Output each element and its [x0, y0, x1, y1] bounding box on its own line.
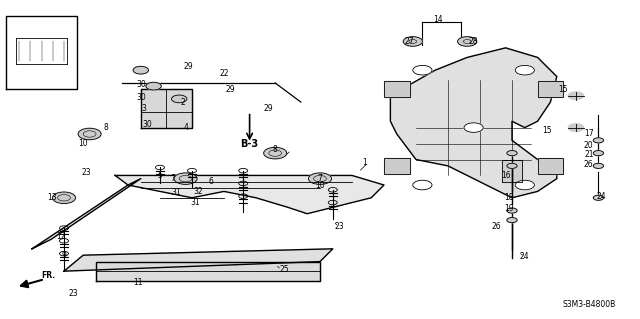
Text: S3M3-B4800B: S3M3-B4800B — [562, 300, 616, 309]
Circle shape — [507, 163, 517, 168]
Text: 8: 8 — [103, 123, 108, 132]
Circle shape — [593, 138, 604, 143]
Circle shape — [593, 151, 604, 156]
Text: 21: 21 — [584, 150, 593, 159]
FancyBboxPatch shape — [538, 81, 563, 97]
Text: 23: 23 — [81, 168, 92, 177]
Text: 18: 18 — [504, 193, 513, 202]
Circle shape — [593, 195, 604, 200]
FancyBboxPatch shape — [384, 81, 410, 97]
Polygon shape — [32, 179, 141, 249]
Circle shape — [52, 192, 76, 204]
Text: 5: 5 — [157, 171, 163, 180]
Circle shape — [464, 123, 483, 132]
Text: 16: 16 — [500, 171, 511, 180]
Circle shape — [133, 66, 148, 74]
Text: 29: 29 — [264, 104, 274, 113]
Circle shape — [413, 180, 432, 190]
Text: 22: 22 — [220, 69, 228, 78]
Circle shape — [308, 173, 332, 184]
Text: 1: 1 — [362, 158, 367, 167]
Text: 23: 23 — [68, 289, 79, 298]
Text: FR.: FR. — [42, 271, 56, 280]
Polygon shape — [96, 262, 320, 281]
Text: 9: 9 — [61, 251, 67, 260]
FancyBboxPatch shape — [538, 158, 563, 174]
Polygon shape — [390, 48, 557, 198]
Text: 19: 19 — [504, 204, 514, 213]
Polygon shape — [115, 175, 384, 214]
Polygon shape — [141, 89, 192, 128]
Text: 32: 32 — [193, 187, 204, 196]
Text: 10: 10 — [315, 181, 325, 189]
Text: 26: 26 — [491, 222, 501, 231]
Text: 28: 28 — [469, 37, 478, 46]
Text: 24: 24 — [596, 192, 607, 201]
Text: 10: 10 — [78, 139, 88, 148]
Text: 30: 30 — [136, 80, 146, 89]
Text: 12: 12 — [56, 232, 65, 241]
Text: 17: 17 — [584, 130, 594, 138]
Circle shape — [593, 163, 604, 168]
Circle shape — [507, 208, 517, 213]
Text: 7: 7 — [170, 174, 175, 183]
Text: 23: 23 — [334, 222, 344, 231]
Polygon shape — [502, 160, 522, 182]
Text: 25: 25 — [280, 265, 290, 274]
Polygon shape — [64, 249, 333, 271]
Text: 7: 7 — [317, 174, 323, 183]
Circle shape — [515, 65, 534, 75]
Circle shape — [172, 95, 187, 103]
Text: 11: 11 — [133, 278, 142, 287]
Text: 31: 31 — [190, 198, 200, 207]
Text: 30: 30 — [136, 93, 146, 102]
Circle shape — [78, 128, 101, 140]
Text: 2: 2 — [180, 98, 185, 107]
Circle shape — [264, 147, 287, 159]
Text: 24: 24 — [520, 252, 530, 261]
Text: 14: 14 — [433, 15, 444, 24]
Text: 8: 8 — [273, 145, 278, 154]
FancyBboxPatch shape — [384, 158, 410, 174]
Circle shape — [458, 37, 477, 46]
Text: 15: 15 — [558, 85, 568, 94]
Text: 3: 3 — [141, 104, 147, 113]
Circle shape — [507, 218, 517, 223]
Text: 4: 4 — [183, 123, 188, 132]
Text: B-3: B-3 — [241, 139, 259, 149]
Circle shape — [515, 180, 534, 190]
Circle shape — [413, 65, 432, 75]
Circle shape — [174, 173, 197, 184]
Text: 27: 27 — [404, 37, 415, 46]
Text: 29: 29 — [225, 85, 236, 94]
Circle shape — [146, 82, 161, 90]
Circle shape — [568, 124, 584, 131]
Text: 13: 13 — [47, 193, 58, 202]
Circle shape — [507, 151, 517, 156]
Text: 26: 26 — [584, 160, 594, 169]
Circle shape — [568, 92, 584, 100]
Text: 15: 15 — [542, 126, 552, 135]
Text: 30: 30 — [142, 120, 152, 129]
Text: 29: 29 — [184, 63, 194, 71]
Circle shape — [403, 37, 422, 46]
Text: 31: 31 — [171, 189, 181, 197]
Text: 20: 20 — [584, 141, 594, 150]
Text: 6: 6 — [209, 177, 214, 186]
